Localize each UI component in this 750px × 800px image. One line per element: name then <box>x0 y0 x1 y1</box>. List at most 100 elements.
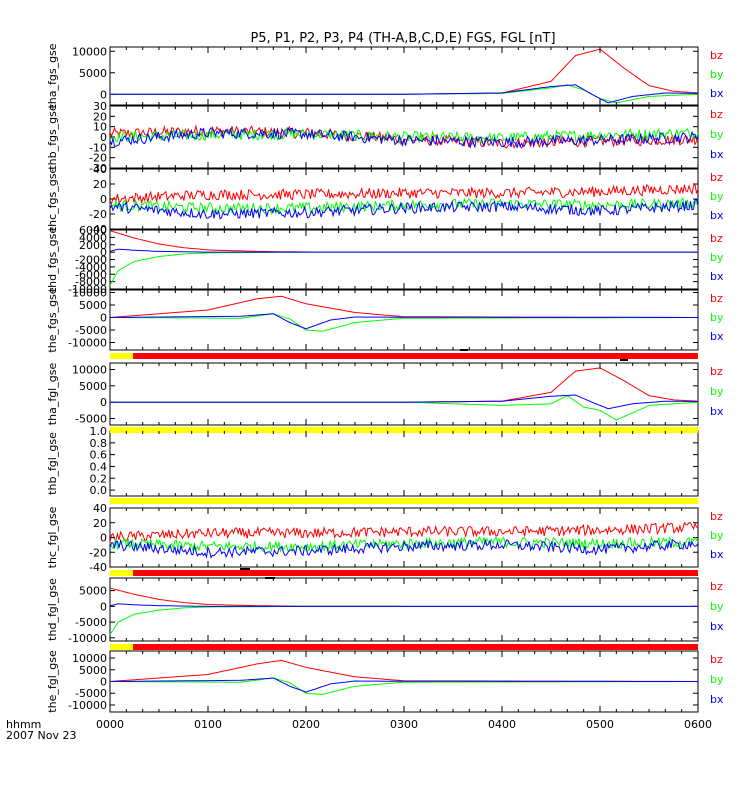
y-tick-label: 0.4 <box>90 460 108 473</box>
y-tick-label: -40 <box>89 223 107 236</box>
legend-bx: bx <box>710 270 724 283</box>
legend-by: by <box>710 311 724 324</box>
series-line-bz <box>109 183 699 206</box>
plot-title: P5, P1, P2, P3, P4 (TH-A,B,C,D,E) FGS, F… <box>250 31 555 46</box>
time-axis-label: hhmm <box>6 718 41 731</box>
series-line-bz <box>109 295 699 318</box>
y-tick-label: 5000 <box>79 67 107 80</box>
y-tick-label: 20 <box>93 110 107 123</box>
y-tick-label: 40 <box>93 502 107 515</box>
panel-frame <box>109 168 699 230</box>
legend-bz: bz <box>710 171 723 184</box>
series-line-bx <box>109 199 699 220</box>
series-line-bz <box>110 48 699 95</box>
y-tick-label: 10 <box>93 121 107 134</box>
y-tick-label: 0 <box>100 532 107 545</box>
legend-bx: bx <box>710 330 724 343</box>
series-line-bx <box>109 677 698 693</box>
y-tick-label: -4000 <box>75 261 107 274</box>
y-tick-label: 1.0 <box>90 425 108 438</box>
y-tick-label: 5000 <box>79 585 107 598</box>
y-tick-label: -5000 <box>75 324 107 337</box>
quality-bars-layer <box>110 349 698 650</box>
series-line-by <box>109 605 698 635</box>
y-tick-label: 0.8 <box>90 437 108 450</box>
legend-bx: bx <box>710 405 724 418</box>
series-line-bx <box>109 126 699 150</box>
legend-bx: bx <box>710 620 724 633</box>
y-tick-label: 5000 <box>79 664 107 677</box>
x-tick-label: 0400 <box>488 718 516 731</box>
x-tick-label: 0600 <box>684 718 712 731</box>
legend-by: by <box>710 600 724 613</box>
legend-bz: bz <box>710 108 723 121</box>
y-tick-label: -20 <box>89 152 107 165</box>
series-line-by <box>109 677 699 695</box>
legend-by: by <box>710 673 724 686</box>
y-tick-label: 20 <box>93 178 107 191</box>
y-tick-label: -2000 <box>75 254 107 267</box>
panel-frame <box>109 507 699 568</box>
y-tick-label: 0 <box>100 676 107 689</box>
series-line-bx <box>110 394 698 410</box>
quality-bar-bad <box>133 570 698 576</box>
panel-tha_fgl_gse: 10000 5000 0 -5000 tha_fgl_gse bz by bx <box>46 362 724 426</box>
series-line-bx <box>109 248 698 253</box>
legend-by: by <box>710 251 724 264</box>
y-tick-label: -20 <box>89 546 107 559</box>
quality-bar-good <box>110 498 698 504</box>
y-tick-label: 40 <box>93 163 107 176</box>
legend-bx: bx <box>710 209 724 222</box>
quality-bar-bad <box>133 644 698 650</box>
legend-by: by <box>710 529 724 542</box>
marker-tick <box>620 359 628 361</box>
y-tick-label: 5000 <box>79 380 107 393</box>
series-line-bx <box>110 84 698 104</box>
panel-frame <box>109 289 699 351</box>
y-tick-label: -8000 <box>75 276 107 289</box>
panel-tha_fgs_gse: 10000 5000 0 tha_fgs_gse bz by bx <box>46 43 724 108</box>
y-axis-label: the_fgl_gse <box>46 650 59 713</box>
y-tick-label: -40 <box>89 561 107 574</box>
y-tick-label: 10000 <box>72 652 107 665</box>
legend-bz: bz <box>710 653 723 666</box>
panel-thc_fgl_gse: 40 20 0-20 -40 thc_fgl_gse bz by bx <box>46 502 724 574</box>
y-axis-label: thd_fgs_gse <box>46 227 59 293</box>
series-line-bz <box>109 587 698 607</box>
y-axis-label: tha_fgs_gse <box>46 43 59 108</box>
y-tick-label: -10000 <box>68 337 107 350</box>
y-tick-label: -5000 <box>75 616 107 629</box>
y-tick-label: 0.2 <box>90 472 108 485</box>
series-line-bx <box>109 313 698 330</box>
x-tick-label: 0200 <box>292 718 320 731</box>
marker-tick <box>265 577 275 579</box>
y-tick-label: 10000 <box>72 364 107 377</box>
legend-bx: bx <box>710 87 724 100</box>
legend-bz: bz <box>710 49 723 62</box>
y-tick-label: 5000 <box>79 299 107 312</box>
y-tick-label: 10000 <box>72 287 107 300</box>
panel-frame <box>109 46 699 106</box>
series-line-bz <box>109 659 699 682</box>
y-tick-label: 20 <box>93 517 107 530</box>
y-axis-label: thd_fgl_gse <box>46 578 59 641</box>
y-tick-label: 0 <box>100 88 107 101</box>
legend-bz: bz <box>710 292 723 305</box>
y-axis-label: tha_fgl_gse <box>46 363 59 426</box>
legend-by: by <box>710 190 724 203</box>
y-tick-label: -5000 <box>75 687 107 700</box>
series-line-by <box>109 251 698 286</box>
y-axis-label: thb_fgs_gse <box>46 104 59 170</box>
legend-bz: bz <box>710 365 723 378</box>
legend-bx: bx <box>710 548 724 561</box>
quality-bar-bad <box>133 353 698 359</box>
y-tick-label: -10 <box>89 141 107 154</box>
y-tick-label: -20 <box>89 208 107 221</box>
y-tick-label: 0.0 <box>90 484 108 497</box>
time-axis: 0000 0100 0200 0300 0400 0500 0600 <box>96 47 712 731</box>
quality-bar-good <box>110 644 133 650</box>
